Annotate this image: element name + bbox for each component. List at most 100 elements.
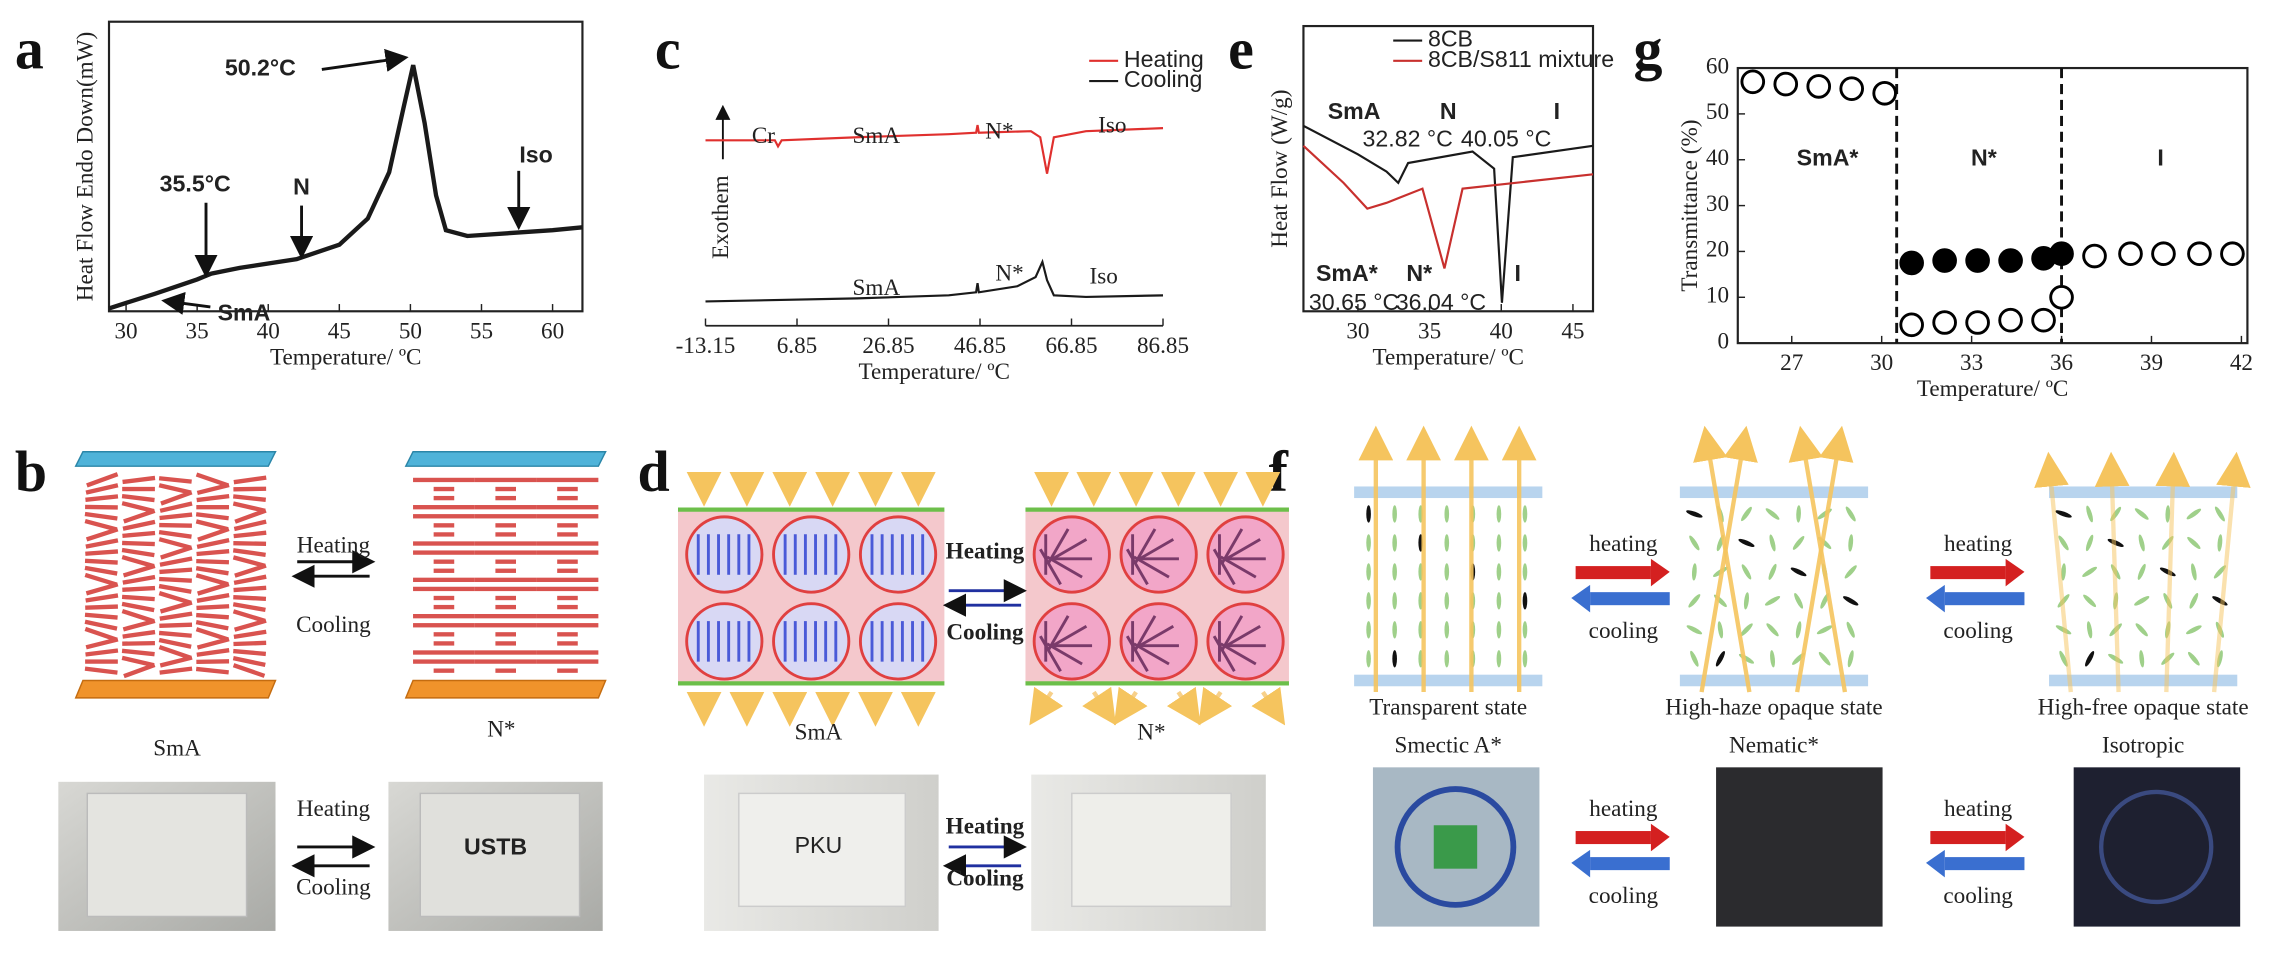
label: N* (487, 716, 515, 742)
molecule (122, 530, 156, 539)
molecule (233, 519, 267, 532)
heating-arrow (1575, 831, 1651, 845)
cooling-head (1926, 849, 1945, 878)
molecule (232, 609, 266, 623)
molecule (122, 486, 155, 492)
x-tick-label: 50 (399, 318, 422, 344)
molecule (195, 666, 229, 675)
molecule (1220, 555, 1257, 579)
molecule (121, 655, 155, 668)
molecule (122, 519, 156, 531)
molecule (232, 602, 266, 613)
label: N* (1137, 719, 1165, 745)
molecule (474, 586, 537, 592)
molecule (1125, 635, 1149, 672)
label: Cooling (296, 874, 371, 900)
annotation: 50.2°C (225, 55, 296, 81)
annotation: 36.04 °C (1396, 289, 1486, 315)
molecule (1366, 650, 1371, 668)
data-point (1806, 74, 1832, 99)
x-tick-label: 26.85 (862, 333, 914, 359)
molecule (1847, 650, 1854, 668)
molecule (495, 604, 516, 610)
molecule (122, 574, 156, 585)
annotation: SmA (853, 275, 901, 301)
annotation: SmA* (1797, 144, 1859, 170)
molecule (1050, 538, 1088, 561)
molecule (413, 477, 475, 483)
molecule (557, 632, 578, 637)
label: cooling (1943, 618, 2013, 644)
molecule (495, 532, 516, 537)
molecule (2137, 563, 2146, 580)
data-point (1998, 248, 2023, 273)
molecule (159, 666, 193, 675)
molecule (233, 648, 267, 657)
x-tick-label: 39 (2140, 350, 2163, 376)
label: Cooling (296, 612, 371, 638)
annotation: N* (985, 119, 1013, 145)
molecule (557, 532, 578, 537)
molecule (1794, 593, 1804, 609)
x-tick-label: 35 (1418, 318, 1441, 344)
molecule (433, 532, 455, 537)
molecule (1212, 548, 1236, 586)
annotation: I (2157, 144, 2163, 170)
bottom-plate (404, 679, 607, 699)
data-point (2187, 241, 2212, 267)
molecule (233, 629, 267, 640)
panel-label: e (1228, 16, 1254, 81)
molecule (2058, 535, 2069, 551)
molecule (433, 668, 455, 673)
molecule (557, 523, 578, 528)
legend-label: 8CB (1428, 26, 1473, 52)
molecule (433, 632, 455, 637)
molecule (122, 640, 155, 646)
molecule (1715, 651, 1725, 667)
molecule (195, 627, 229, 642)
molecule (1392, 534, 1397, 552)
molecule (1444, 534, 1450, 552)
molecule (234, 508, 267, 524)
molecule (413, 505, 475, 510)
molecule (158, 645, 192, 660)
annotation: SmA (853, 123, 901, 149)
molecule (474, 541, 537, 546)
photo (1716, 767, 1883, 927)
molecule (1743, 592, 1750, 610)
molecule (557, 641, 578, 646)
molecule (158, 537, 192, 550)
molecule (557, 568, 578, 573)
molecule (158, 637, 192, 649)
label: SmA (153, 735, 201, 761)
curve (1302, 144, 1594, 269)
molecule (121, 555, 155, 569)
curve (1302, 124, 1594, 303)
molecule (1770, 650, 1776, 668)
molecule (234, 563, 267, 578)
annotation: SmA* (1316, 260, 1378, 286)
molecule (158, 529, 192, 539)
molecule (1039, 548, 1062, 586)
molecule (1690, 650, 1699, 667)
data-point (1899, 312, 1924, 338)
substrate (1354, 486, 1543, 499)
molecule (474, 514, 537, 519)
molecule (1224, 538, 1261, 561)
top-plate (404, 450, 607, 467)
molecule (557, 604, 578, 610)
x-axis-label: Temperature/ ºC (858, 359, 1010, 385)
molecule (85, 504, 118, 510)
light-arrow (1113, 686, 1148, 726)
molecule (474, 505, 537, 510)
label: heating (1944, 531, 2013, 557)
molecule (1688, 594, 1701, 608)
annotation: 40.05 °C (1461, 126, 1551, 152)
molecule (1686, 510, 1703, 518)
label: Heating (297, 533, 371, 559)
cooling-arrow (1944, 592, 2025, 606)
molecule (85, 494, 119, 502)
molecule (196, 612, 229, 620)
data-point (1965, 310, 1990, 335)
molecule (159, 567, 193, 575)
